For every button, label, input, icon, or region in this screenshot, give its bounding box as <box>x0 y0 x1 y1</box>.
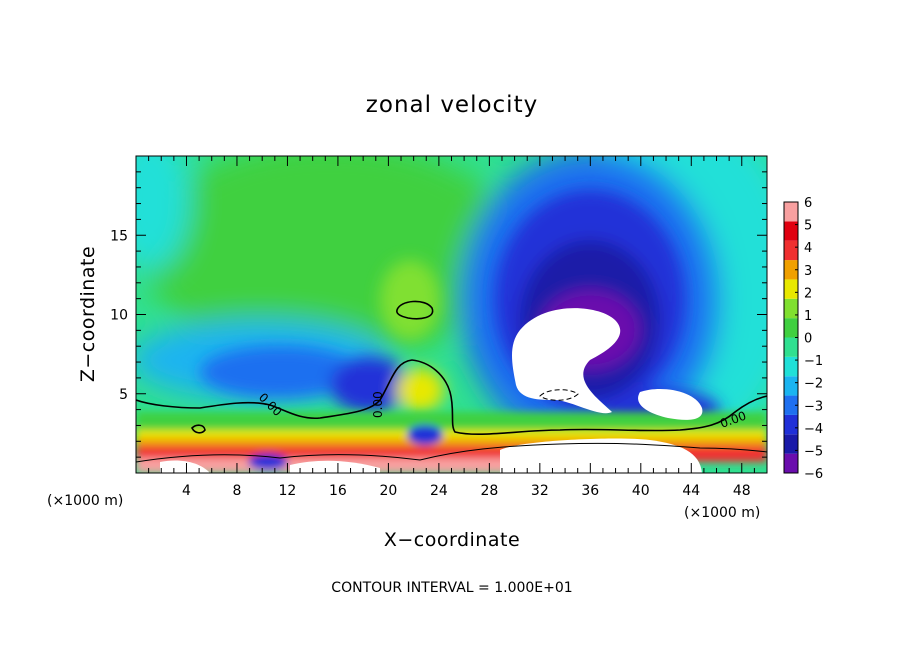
y-tick-label: 5 <box>119 387 128 403</box>
chart-title: zonal velocity <box>366 92 538 118</box>
colorbar-label: 5 <box>804 219 812 234</box>
x-tick-label: 20 <box>379 483 397 499</box>
zero-contour-left-small <box>191 424 206 434</box>
colorbar-swatch <box>784 337 798 357</box>
x-tick-label: 24 <box>430 483 448 499</box>
x-tick-label: 48 <box>733 483 751 499</box>
out-of-range-region-small <box>638 388 703 420</box>
x-unit-right: (×1000 m) <box>684 505 760 521</box>
y-tick-label: 10 <box>110 308 128 324</box>
colorbar-swatch <box>784 318 798 338</box>
colorbar-swatch <box>784 453 798 473</box>
positive-yellow-patch <box>396 368 444 412</box>
colorbar-label: 0 <box>804 332 812 347</box>
contour-label: 0.00 <box>371 391 385 418</box>
x-tick-label: 36 <box>581 483 599 499</box>
x-axis-label: X−coordinate <box>384 529 520 551</box>
colorbar-label: 1 <box>804 309 812 324</box>
x-tick-label: 12 <box>279 483 297 499</box>
colorbar-swatch <box>784 298 798 319</box>
x-unit-left: (×1000 m) <box>47 493 123 509</box>
colorbar-label: 2 <box>804 286 812 301</box>
colorbar-swatch <box>784 221 798 241</box>
colorbar-swatch <box>784 202 798 222</box>
x-tick-label: 4 <box>182 483 191 499</box>
colorbar-label: −1 <box>804 354 823 369</box>
colorbar-label: 6 <box>804 196 812 211</box>
zero-contour-surface-loop <box>136 442 767 463</box>
colorbar-swatch <box>784 414 798 435</box>
x-tick-label: 44 <box>682 483 700 499</box>
y-axis-label: Z−coordinate <box>77 246 99 382</box>
x-tick-label: 28 <box>480 483 498 499</box>
colorbar-label: 4 <box>804 241 812 256</box>
colorbar-label: 3 <box>804 264 812 279</box>
colorbar-swatch <box>784 376 798 396</box>
colorbar-swatch <box>784 356 798 377</box>
mid-left-blue-region <box>200 346 360 398</box>
x-tick-label: 8 <box>232 483 241 499</box>
y-tick-label: 15 <box>110 228 128 244</box>
colorbar-label: −4 <box>804 422 823 437</box>
colorbar: 6 5 4 3 2 1 0 −1 −2 −3 −4 −5 −6 <box>783 196 823 482</box>
out-of-range-region-surface-far-left <box>160 460 210 473</box>
dashed-contour <box>539 389 579 401</box>
out-of-range-region-surface <box>500 438 702 473</box>
zero-contour-main <box>136 359 767 436</box>
x-tick-label: 40 <box>632 483 650 499</box>
out-of-range-region-large <box>512 308 621 414</box>
x-tick-label: 32 <box>531 483 549 499</box>
contour-interval-text: CONTOUR INTERVAL = 1.000E+01 <box>331 580 572 596</box>
colorbar-swatch <box>784 240 798 261</box>
colorbar-label: −3 <box>804 399 823 414</box>
y-axis: 5 10 15 <box>110 171 767 458</box>
colorbar-swatch <box>784 260 798 280</box>
upper-center-yellowgreen <box>380 260 440 340</box>
surface-blue-patch <box>407 425 443 445</box>
colorbar-label: −6 <box>804 467 823 482</box>
colorbar-swatch <box>784 395 798 415</box>
x-tick-label: 16 <box>329 483 347 499</box>
contour-lines <box>136 300 767 463</box>
colorbar-swatch <box>784 279 798 299</box>
colorbar-label: −2 <box>804 377 823 392</box>
x-axis: 4 8 12 16 20 24 28 32 36 40 44 48 <box>148 156 755 499</box>
upper-left-cyan-region <box>136 156 190 270</box>
central-blue-region <box>330 357 410 413</box>
colorbar-swatch <box>784 434 798 454</box>
zero-contour-upper-loop <box>396 300 434 320</box>
heatmap-field <box>136 156 767 473</box>
colorbar-label: −5 <box>804 444 823 459</box>
